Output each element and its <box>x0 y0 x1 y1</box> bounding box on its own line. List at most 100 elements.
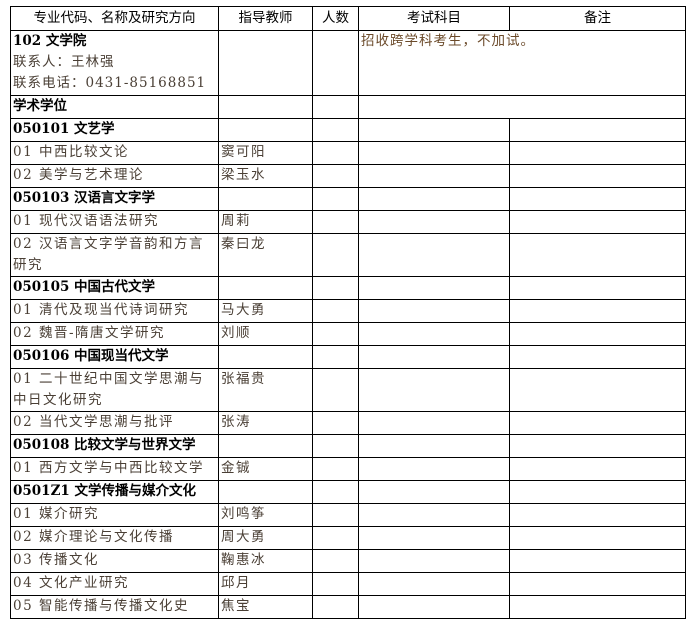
tutor-name: 周大勇 <box>218 526 313 550</box>
count-cell <box>312 233 359 277</box>
tutor-name: 邱月 <box>218 572 313 596</box>
exam-cell <box>358 457 510 481</box>
tutor-name: 秦曰龙 <box>218 233 313 277</box>
remarks-cell <box>509 480 686 504</box>
major-name: 050108 比较文学与世界文学 <box>10 434 219 458</box>
exam-cell <box>358 345 510 369</box>
tutor-name <box>218 434 313 458</box>
header-count: 人数 <box>312 6 359 31</box>
count-cell <box>312 503 359 527</box>
remarks-cell <box>509 299 686 323</box>
tutor-name <box>218 276 313 300</box>
remarks-cell <box>509 164 686 188</box>
direction-row: 01 中西比较文论 窦可阳 <box>10 141 686 165</box>
major-row: 050105 中国古代文学 <box>10 276 686 300</box>
tutor-name <box>218 345 313 369</box>
direction-row: 04 文化产业研究 邱月 <box>10 572 686 596</box>
header-exam: 考试科目 <box>358 6 510 31</box>
major-name: 050106 中国现当代文学 <box>10 345 219 369</box>
direction-row: 05 智能传播与传播文化史 焦宝 <box>10 595 686 619</box>
remarks-cell <box>509 503 686 527</box>
count-cell <box>312 368 359 412</box>
count-cell <box>312 549 359 573</box>
tutor-name: 刘顺 <box>218 322 313 346</box>
remarks-cell <box>509 411 686 435</box>
major-row: 050103 汉语言文字学 <box>10 187 686 211</box>
direction-row: 01 清代及现当代诗词研究 马大勇 <box>10 299 686 323</box>
exam-cell <box>358 434 510 458</box>
direction-row: 01 二十世纪中国文学思潮与中日文化研究 张福贵 <box>10 368 686 412</box>
exam-cell <box>358 480 510 504</box>
department-row: 102 文学院 联系人：王林强 联系电话：0431-85168851 招收跨学科… <box>10 30 686 96</box>
exam-cell <box>358 118 510 142</box>
major-row: 050108 比较文学与世界文学 <box>10 434 686 458</box>
tutor-name: 周莉 <box>218 210 313 234</box>
direction-name: 01 西方文学与中西比较文学 <box>10 457 219 481</box>
count-cell <box>312 276 359 300</box>
header-row: 专业代码、名称及研究方向 指导教师 人数 考试科目 备注 <box>10 6 686 31</box>
direction-name: 02 汉语言文字学音韵和方言研究 <box>10 233 219 277</box>
exam-cell <box>358 526 510 550</box>
header-tutor: 指导教师 <box>218 6 313 31</box>
department-cell: 102 文学院 联系人：王林强 联系电话：0431-85168851 <box>10 30 219 96</box>
count-cell <box>312 187 359 211</box>
exam-cell <box>358 299 510 323</box>
major-row: 0501Z1 文学传播与媒介文化 <box>10 480 686 504</box>
exam-cell <box>358 411 510 435</box>
remarks-cell <box>509 345 686 369</box>
remarks-cell <box>509 434 686 458</box>
tutor-name: 梁玉水 <box>218 164 313 188</box>
tutor-name: 焦宝 <box>218 595 313 619</box>
count-cell <box>312 457 359 481</box>
tutor-name: 窦可阳 <box>218 141 313 165</box>
direction-name: 01 中西比较文论 <box>10 141 219 165</box>
exam-cell <box>358 210 510 234</box>
direction-name: 01 现代汉语语法研究 <box>10 210 219 234</box>
direction-row: 02 媒介理论与文化传播 周大勇 <box>10 526 686 550</box>
remarks-cell <box>509 549 686 573</box>
tutor-name <box>218 480 313 504</box>
direction-name: 02 美学与艺术理论 <box>10 164 219 188</box>
remarks-cell <box>509 322 686 346</box>
direction-row: 02 当代文学思潮与批评 张涛 <box>10 411 686 435</box>
count-cell <box>312 118 359 142</box>
count-cell <box>312 345 359 369</box>
direction-name: 01 二十世纪中国文学思潮与中日文化研究 <box>10 368 219 412</box>
direction-row: 02 美学与艺术理论 梁玉水 <box>10 164 686 188</box>
count-cell <box>312 480 359 504</box>
exam-cell <box>358 595 510 619</box>
direction-row: 02 魏晋-隋唐文学研究 刘顺 <box>10 322 686 346</box>
tutor-name: 张福贵 <box>218 368 313 412</box>
exam-cell <box>358 276 510 300</box>
remarks-cell <box>509 233 686 277</box>
exam-cell <box>358 164 510 188</box>
count-cell <box>312 322 359 346</box>
major-name: 050101 文艺学 <box>10 118 219 142</box>
tutor-name: 张涛 <box>218 411 313 435</box>
exam-cell <box>358 503 510 527</box>
direction-name: 01 清代及现当代诗词研究 <box>10 299 219 323</box>
remarks-cell <box>509 526 686 550</box>
exam-cell <box>358 187 510 211</box>
count-cell <box>312 411 359 435</box>
remarks-cell <box>509 457 686 481</box>
count-cell <box>312 572 359 596</box>
direction-name: 02 当代文学思潮与批评 <box>10 411 219 435</box>
header-remarks: 备注 <box>509 6 686 31</box>
exam-cell <box>358 233 510 277</box>
direction-name: 03 传播文化 <box>10 549 219 573</box>
direction-name: 05 智能传播与传播文化史 <box>10 595 219 619</box>
remarks-cell <box>509 368 686 412</box>
exam-cell <box>358 368 510 412</box>
exam-cell <box>358 322 510 346</box>
remarks-cell <box>509 595 686 619</box>
count-cell <box>312 434 359 458</box>
major-name: 0501Z1 文学传播与媒介文化 <box>10 480 219 504</box>
count-cell <box>312 595 359 619</box>
remarks-cell <box>509 276 686 300</box>
major-row: 050106 中国现当代文学 <box>10 345 686 369</box>
exam-cell <box>358 572 510 596</box>
degree-type-row: 学术学位 <box>10 95 686 119</box>
contact-person: 联系人：王林强 <box>13 54 115 70</box>
remarks-cell <box>509 187 686 211</box>
